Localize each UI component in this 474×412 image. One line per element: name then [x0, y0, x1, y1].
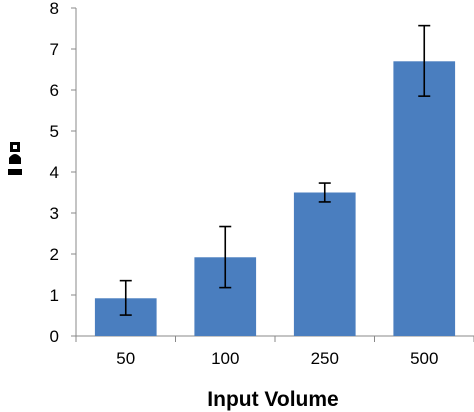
y-axis-tick-labels: 0 1 2 3 4 5 6 7 8	[50, 0, 59, 346]
y-tick-label: 8	[50, 0, 59, 18]
x-tick-label: 500	[410, 349, 438, 368]
y-tick-label: 1	[50, 286, 59, 305]
y-tick-label: 6	[50, 81, 59, 100]
y-tick-label: 7	[50, 40, 59, 59]
error-bar	[318, 182, 331, 203]
y-tick-label: 4	[50, 163, 59, 182]
x-axis-tick-labels: 50 100 250 500	[116, 349, 438, 368]
x-tick-label: 50	[116, 349, 135, 368]
x-tick-label: 250	[311, 349, 339, 368]
bar	[393, 61, 456, 337]
y-tick-label: 0	[50, 327, 59, 346]
x-axis-title: Input Volume	[207, 388, 338, 411]
y-tick-label: 2	[50, 245, 59, 264]
y-axis-label-glyph	[8, 142, 22, 175]
x-axis-ticks	[75, 336, 474, 342]
y-axis-ticks	[71, 7, 76, 337]
bar	[293, 192, 356, 336]
y-tick-label: 3	[50, 204, 59, 223]
bar-series	[94, 61, 456, 337]
y-tick-label: 5	[50, 122, 59, 141]
error-bar	[119, 279, 132, 316]
error-bar-series	[119, 24, 431, 316]
error-bar	[219, 225, 232, 289]
x-tick-label: 100	[211, 349, 239, 368]
error-bar	[418, 24, 431, 97]
